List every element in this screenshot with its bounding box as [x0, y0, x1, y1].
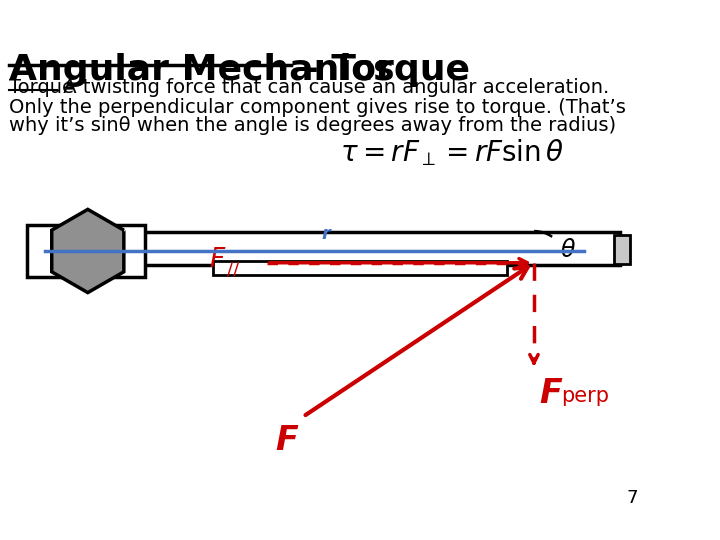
Polygon shape: [52, 210, 124, 293]
Text: r: r: [321, 225, 330, 243]
Text: Only the perpendicular component gives rise to torque. (That’s: Only the perpendicular component gives r…: [9, 98, 626, 117]
Text: $\tau = rF_{\perp} = rF\sin\theta$: $\tau = rF_{\perp} = rF\sin\theta$: [341, 137, 564, 168]
Bar: [27, 225, 145, 277]
Text: A twisting force that can cause an angular acceleration.: A twisting force that can cause an angul…: [57, 78, 609, 97]
Text: F: F: [276, 424, 298, 457]
Text: Angular Mechanics: Angular Mechanics: [9, 53, 395, 87]
Text: F: F: [210, 247, 225, 273]
Text: F: F: [539, 377, 562, 410]
Text: Torque: Torque: [9, 78, 74, 97]
Text: 7: 7: [626, 489, 638, 507]
Text: why it’s sinθ when the angle is degrees away from the radius): why it’s sinθ when the angle is degrees …: [9, 116, 616, 135]
Bar: [143, 232, 620, 266]
Bar: [613, 235, 630, 264]
Bar: [212, 261, 507, 274]
Text: $\theta$: $\theta$: [560, 238, 577, 262]
Text: - Torque: - Torque: [292, 53, 470, 87]
Text: //: //: [228, 261, 240, 279]
Text: perp: perp: [561, 386, 609, 406]
